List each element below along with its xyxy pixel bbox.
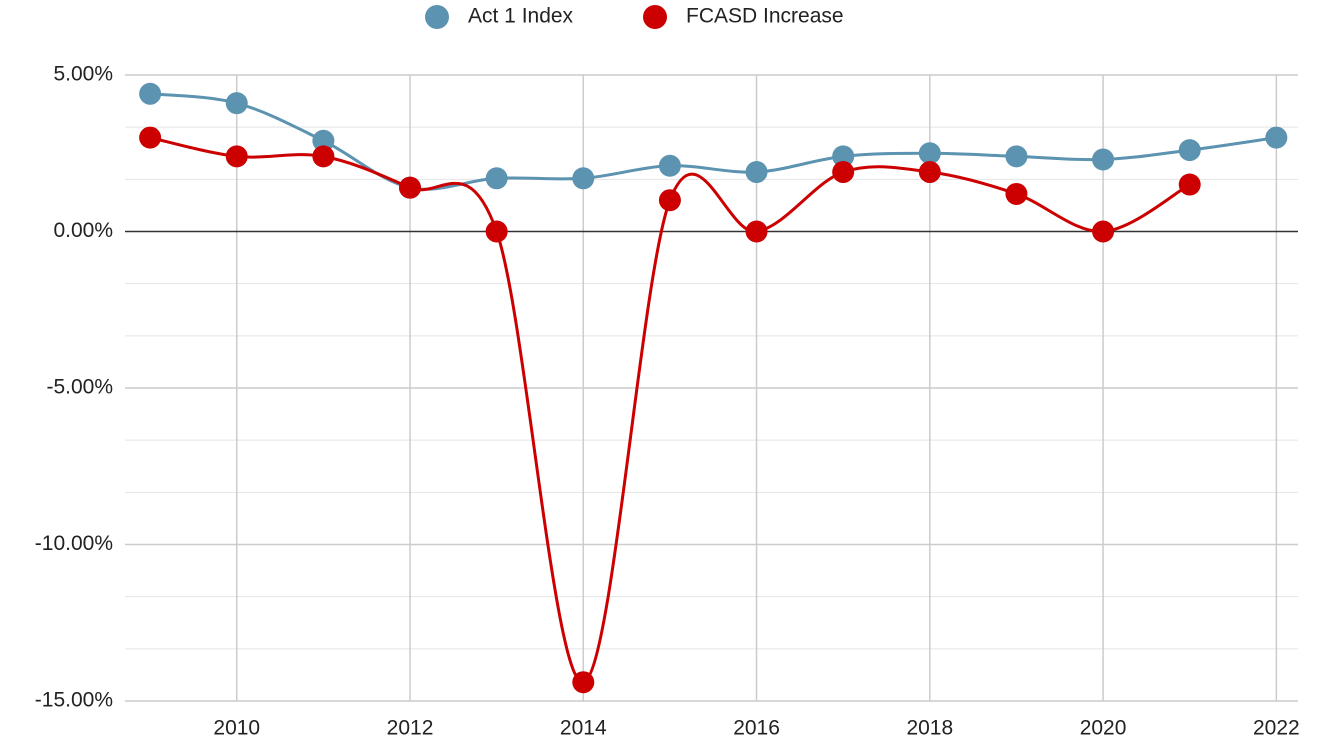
point (312, 129, 335, 152)
y-tick-label: -5.00% (46, 376, 113, 399)
legend-label: FCASD Increase (686, 5, 844, 28)
point (572, 671, 595, 694)
x-tick-label: 2014 (560, 717, 607, 740)
point (485, 167, 508, 190)
point (225, 92, 248, 115)
x-tick-label: 2012 (387, 717, 434, 740)
y-tick-label: 5.00% (53, 63, 113, 86)
point (139, 126, 162, 149)
series-line (149, 136, 1191, 684)
point (1178, 173, 1201, 196)
point (399, 176, 422, 199)
point (658, 189, 681, 212)
x-tick-label: 2018 (906, 717, 953, 740)
point (745, 161, 768, 184)
point (1005, 182, 1028, 205)
point (312, 145, 335, 168)
point (1092, 148, 1115, 171)
point (918, 142, 941, 165)
point (832, 161, 855, 184)
x-tick-label: 2022 (1253, 717, 1300, 740)
point (918, 161, 941, 184)
point (139, 82, 162, 105)
legend-marker (643, 5, 667, 29)
point (745, 220, 768, 243)
x-tick-label: 2016 (733, 717, 780, 740)
y-tick-label: -10.00% (35, 532, 113, 555)
point (832, 145, 855, 168)
point (225, 145, 248, 168)
point (1092, 220, 1115, 243)
y-tick-label: -15.00% (35, 689, 113, 712)
legend-marker (425, 5, 449, 29)
y-tick-label: 0.00% (53, 219, 113, 242)
x-tick-label: 2020 (1080, 717, 1127, 740)
x-tick-label: 2010 (213, 717, 260, 740)
point (658, 154, 681, 177)
point (572, 167, 595, 190)
legend-label: Act 1 Index (468, 5, 574, 28)
point (485, 220, 508, 243)
point (1265, 126, 1288, 149)
point (1178, 139, 1201, 162)
point (1005, 145, 1028, 168)
